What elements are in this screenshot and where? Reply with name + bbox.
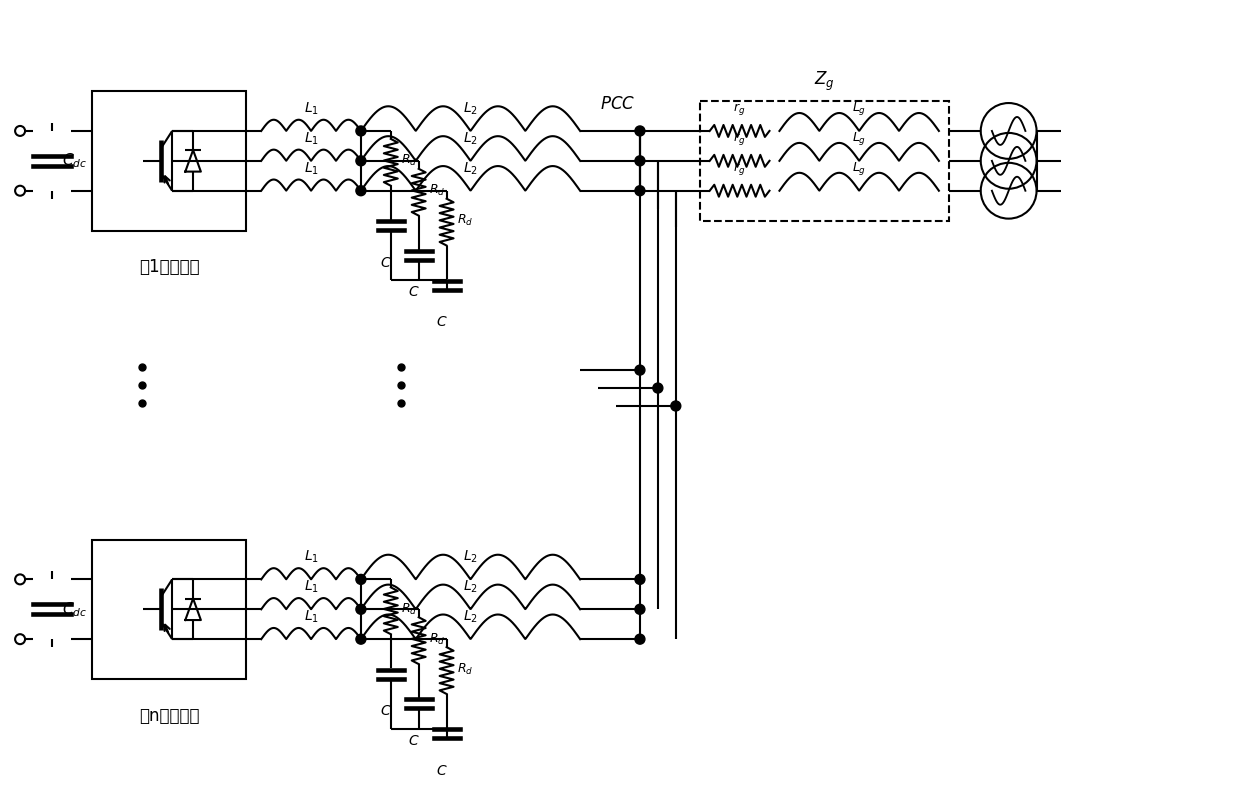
Text: 第1台逆变器: 第1台逆变器 (139, 258, 200, 277)
Text: $PCC$: $PCC$ (600, 96, 635, 113)
Text: $L_2$: $L_2$ (463, 131, 477, 147)
Text: $C$: $C$ (408, 286, 419, 299)
Bar (92, 91, 247, 231)
Text: 第n台逆变器: 第n台逆变器 (139, 707, 200, 725)
Text: $C_{dc}$: $C_{dc}$ (62, 152, 87, 170)
Text: $L_2$: $L_2$ (463, 100, 477, 117)
Text: $L_g$: $L_g$ (852, 130, 867, 147)
Circle shape (356, 186, 366, 196)
Text: $L_1$: $L_1$ (304, 131, 319, 147)
Text: $Z_g$: $Z_g$ (813, 70, 835, 93)
Circle shape (356, 634, 366, 644)
Text: $L_g$: $L_g$ (852, 100, 867, 117)
Text: $R_d$: $R_d$ (456, 213, 472, 229)
Circle shape (635, 634, 645, 644)
Circle shape (635, 186, 645, 196)
Text: $L_2$: $L_2$ (463, 609, 477, 626)
Text: $r_g$: $r_g$ (733, 160, 745, 176)
Text: $L_1$: $L_1$ (304, 579, 319, 595)
Circle shape (635, 126, 645, 136)
Text: $C$: $C$ (379, 256, 392, 269)
Text: $C$: $C$ (435, 315, 448, 330)
Text: $R_d$: $R_d$ (456, 662, 472, 677)
Text: $r_g$: $r_g$ (733, 101, 745, 117)
Text: $R_d$: $R_d$ (429, 183, 445, 198)
Circle shape (635, 365, 645, 375)
Text: $C$: $C$ (408, 734, 419, 747)
Circle shape (356, 604, 366, 614)
Circle shape (671, 401, 681, 411)
Text: $R_d$: $R_d$ (401, 153, 417, 168)
Bar (92, 540, 247, 679)
Circle shape (653, 383, 663, 393)
Circle shape (635, 156, 645, 166)
Text: $L_2$: $L_2$ (463, 549, 477, 565)
Circle shape (635, 604, 645, 614)
Circle shape (356, 574, 366, 585)
Circle shape (356, 126, 366, 136)
Text: $L_1$: $L_1$ (304, 609, 319, 626)
Text: $L_g$: $L_g$ (852, 160, 867, 176)
Text: $r_g$: $r_g$ (733, 131, 745, 147)
Circle shape (635, 574, 645, 585)
Text: $L_2$: $L_2$ (463, 579, 477, 595)
Circle shape (356, 156, 366, 166)
Text: $L_1$: $L_1$ (304, 160, 319, 176)
Text: $C$: $C$ (435, 764, 448, 778)
Text: $C_{dc}$: $C_{dc}$ (62, 600, 87, 618)
Text: $L_2$: $L_2$ (463, 160, 477, 176)
Text: $R_d$: $R_d$ (429, 632, 445, 646)
Text: $R_d$: $R_d$ (401, 602, 417, 617)
Bar (699, 101, 949, 221)
Text: $L_1$: $L_1$ (304, 100, 319, 117)
Text: $C$: $C$ (379, 704, 392, 718)
Text: $L_1$: $L_1$ (304, 549, 319, 565)
